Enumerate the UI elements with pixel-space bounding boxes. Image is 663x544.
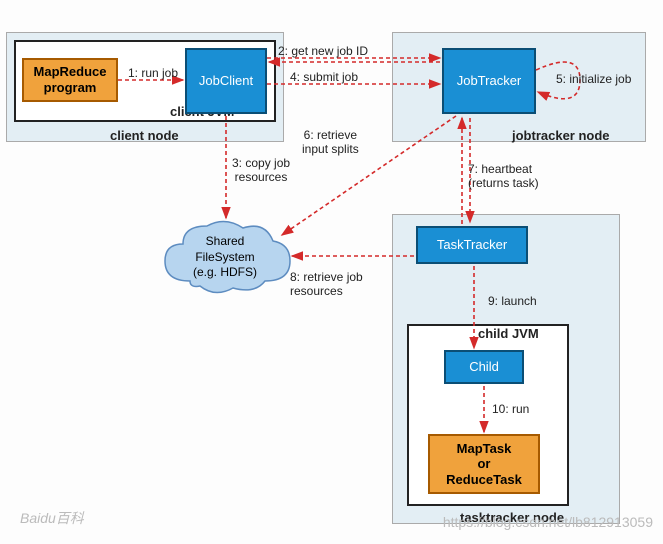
cloud-line3: (e.g. HDFS) <box>155 265 295 281</box>
mapreduce-program-label: MapReduce program <box>34 64 107 95</box>
jobtracker-label: JobTracker <box>457 73 522 89</box>
edge-9-label: 9: launch <box>488 294 537 308</box>
cloud-line2: FileSystem <box>155 250 295 266</box>
jobtracker-node-label: jobtracker node <box>512 128 610 143</box>
jobclient-box: JobClient <box>185 48 267 114</box>
child-label: Child <box>469 359 499 375</box>
edge-10-label: 10: run <box>492 402 529 416</box>
edge-1-label: 1: run job <box>128 66 178 80</box>
edge-7-label: 7: heartbeat (returns task) <box>468 162 539 190</box>
jobtracker-box: JobTracker <box>442 48 536 114</box>
edge-2-label: 2: get new job ID <box>278 44 368 58</box>
edge-8-label: 8: retrieve job resources <box>290 270 363 298</box>
edge-6-label: 6: retrieve input splits <box>302 128 359 156</box>
tasktracker-label: TaskTracker <box>437 237 507 253</box>
cloud-text: Shared FileSystem (e.g. HDFS) <box>155 234 295 281</box>
maptask-box: MapTask or ReduceTask <box>428 434 540 494</box>
mapreduce-program-box: MapReduce program <box>22 58 118 102</box>
child-jvm-label: child JVM <box>478 326 539 341</box>
url-watermark: https://blog.csdn.net/lb812913059 <box>443 514 653 530</box>
jobclient-label: JobClient <box>199 73 253 89</box>
edge-5-label: 5: initialize job <box>556 72 631 86</box>
cloud-line1: Shared <box>155 234 295 250</box>
maptask-label: MapTask or ReduceTask <box>446 441 522 488</box>
edge-4-label: 4: submit job <box>290 70 358 84</box>
baidu-watermark: Baidu百科 <box>20 508 84 528</box>
child-box: Child <box>444 350 524 384</box>
shared-filesystem-cloud: Shared FileSystem (e.g. HDFS) <box>155 216 295 301</box>
client-node-label: client node <box>110 128 179 143</box>
tasktracker-box: TaskTracker <box>416 226 528 264</box>
edge-3-label: 3: copy job resources <box>232 156 290 184</box>
